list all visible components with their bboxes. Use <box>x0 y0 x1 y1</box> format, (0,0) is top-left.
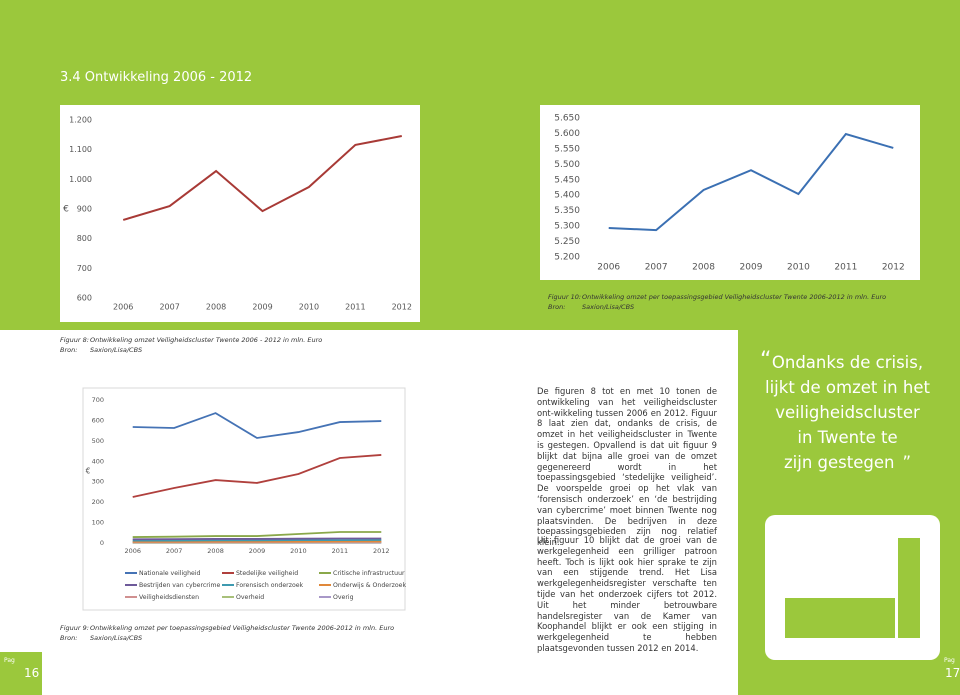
quote-line: zijn gestegen” <box>783 453 912 472</box>
quote-line: Ondanks de crisis, <box>771 353 924 372</box>
y-tick-label: 600 <box>77 294 92 303</box>
y-tick-label: 600 <box>92 416 104 424</box>
source-label: Bron: <box>60 634 78 642</box>
y-tick-label: 5.300 <box>554 222 580 232</box>
x-tick-label: 2009 <box>249 547 266 555</box>
y-tick-label: 0 <box>100 539 104 547</box>
y-tick-label: 100 <box>92 519 104 527</box>
x-tick-label: 2012 <box>392 303 412 312</box>
caption: Ontwikkeling omzet Veiligheidscluster Tw… <box>90 336 323 344</box>
series-line <box>122 135 402 221</box>
x-tick-label: 2012 <box>882 263 905 273</box>
y-tick-label: 5.650 <box>554 114 580 124</box>
x-tick-label: 2011 <box>834 263 857 273</box>
paragraph: De figuren 8 tot en met 10 tonen de ontw… <box>537 386 717 548</box>
x-tick-label: 2006 <box>113 303 133 312</box>
y-tick-label: 1.100 <box>69 145 92 154</box>
source-label: Bron: <box>548 303 566 311</box>
y-tick-label: 700 <box>92 396 104 404</box>
source: Saxion/Lisa/CBS <box>582 303 635 311</box>
legend-label: Nationale veiligheid <box>139 570 201 577</box>
quote-line: veiligheidscluster <box>775 403 920 422</box>
x-tick-label: 2007 <box>645 263 668 273</box>
page-label: Pag <box>944 657 955 664</box>
x-tick-label: 2009 <box>252 303 272 312</box>
quote-mark: ” <box>902 453 912 472</box>
y-tick-label: 1.200 <box>69 116 92 125</box>
y-tick-label: 700 <box>77 264 92 273</box>
y-tick-label: 5.500 <box>554 160 580 170</box>
y-tick-label: 300 <box>92 478 104 486</box>
x-tick-label: 2007 <box>166 547 183 555</box>
page-label: Pag <box>4 657 15 664</box>
y-tick-label: 1.000 <box>69 175 92 184</box>
logo-part <box>898 538 920 638</box>
caption: Ontwikkeling omzet per toepassingsgebied… <box>582 293 887 301</box>
legend-label: Stedelijke veiligheid <box>236 570 298 577</box>
x-tick-label: 2012 <box>373 547 390 555</box>
y-tick-label: 200 <box>92 498 104 506</box>
series-line <box>132 412 382 439</box>
y-tick-label: 800 <box>77 234 92 243</box>
x-tick-label: 2006 <box>124 547 141 555</box>
y-tick-label: 5.400 <box>554 191 580 201</box>
series-line <box>132 539 382 542</box>
y-tick-label: 5.350 <box>554 206 580 216</box>
legend-label: Onderwijs & Onderzoek <box>333 582 406 589</box>
logo-part <box>785 598 895 638</box>
quote-line: lijkt de omzet in het <box>765 378 930 397</box>
x-tick-label: 2008 <box>207 547 224 555</box>
y-tick-label: 900 <box>77 205 92 214</box>
series-line <box>608 132 894 232</box>
x-tick-label: 2010 <box>787 263 810 273</box>
source: Saxion/Lisa/CBS <box>90 346 143 354</box>
y-tick-label: 5.250 <box>554 237 580 247</box>
quote: Ondanks de crisis, lijkt de omzet in het v… <box>750 350 945 475</box>
quote-mark: “ <box>760 348 772 373</box>
caption-label: Figuur 10: <box>548 293 582 301</box>
legend-label: Overig <box>333 594 354 601</box>
y-axis-label: € <box>63 205 69 215</box>
series-line <box>132 537 382 541</box>
source: Saxion/Lisa/CBS <box>90 634 143 642</box>
caption-label: Figuur 8: <box>60 336 89 344</box>
legend-label: Bestrijden van cybercrime <box>139 582 221 589</box>
paragraph: Uit figuur 10 blijkt dat de groei van de… <box>537 535 717 653</box>
x-tick-label: 2008 <box>206 303 226 312</box>
y-tick-label: 500 <box>92 437 104 445</box>
x-tick-label: 2011 <box>345 303 365 312</box>
y-tick-label: 5.200 <box>554 253 580 263</box>
series-line <box>132 531 382 538</box>
footer-box <box>0 652 42 695</box>
y-tick-label: 5.600 <box>554 129 580 139</box>
chart-box <box>540 105 920 280</box>
legend-label: Overheid <box>236 594 264 601</box>
y-tick-label: 5.550 <box>554 144 580 154</box>
caption-label: Figuur 9: <box>60 624 89 632</box>
caption: Ontwikkeling omzet per toepassingsgebied… <box>90 624 395 632</box>
x-tick-label: 2008 <box>692 263 715 273</box>
chart-box <box>60 105 420 322</box>
x-tick-label: 2011 <box>332 547 349 555</box>
legend-label: Forensisch onderzoek <box>236 582 304 589</box>
section-title: 3.4 Ontwikkeling 2006 - 2012 <box>60 70 253 85</box>
x-tick-label: 2006 <box>597 263 620 273</box>
x-tick-label: 2009 <box>740 263 763 273</box>
quote-line: in Twente te <box>797 428 898 447</box>
x-tick-label: 2010 <box>290 547 307 555</box>
y-tick-label: 5.450 <box>554 175 580 185</box>
series-line <box>132 454 382 498</box>
y-tick-label: 400 <box>92 457 104 465</box>
x-tick-label: 2007 <box>159 303 179 312</box>
page-number: 16 <box>24 666 40 680</box>
page-number: 17 <box>945 666 960 680</box>
legend-label: Critische infrastructuur <box>333 570 405 577</box>
legend-label: Veiligheidsdiensten <box>139 594 199 601</box>
source-label: Bron: <box>60 346 78 354</box>
y-axis-label: € <box>86 467 91 476</box>
x-tick-label: 2010 <box>299 303 319 312</box>
